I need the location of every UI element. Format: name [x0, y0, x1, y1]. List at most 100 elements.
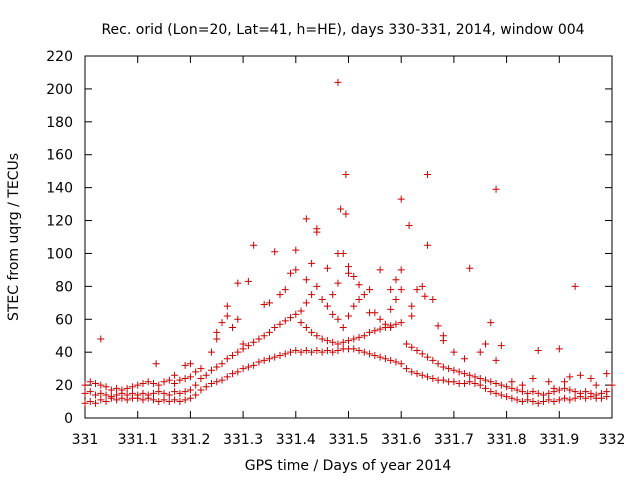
data-point — [342, 210, 350, 218]
data-point — [392, 358, 400, 366]
data-point — [81, 381, 89, 389]
data-point — [223, 302, 231, 310]
data-point — [176, 376, 184, 384]
x-tick-label: 331.3 — [223, 432, 263, 448]
data-point — [276, 351, 284, 359]
data-point — [355, 281, 363, 289]
data-point — [513, 396, 521, 404]
data-point — [97, 381, 105, 389]
data-point — [229, 370, 237, 378]
data-point — [313, 282, 321, 290]
data-point — [292, 266, 300, 274]
data-point — [360, 348, 368, 356]
y-tick-label: 220 — [46, 49, 73, 65]
data-point — [308, 328, 316, 336]
data-point — [171, 379, 179, 387]
data-point — [144, 378, 152, 386]
data-point — [97, 396, 105, 404]
data-point — [492, 389, 500, 397]
data-point — [334, 347, 342, 355]
data-point — [107, 386, 115, 394]
data-point — [355, 333, 363, 341]
y-tick-label: 200 — [46, 82, 73, 98]
data-point — [134, 381, 142, 389]
data-point — [350, 302, 358, 310]
data-point — [160, 389, 168, 397]
data-point — [582, 388, 590, 396]
data-point — [97, 335, 105, 343]
data-point — [318, 296, 326, 304]
x-axis-title: GPS time / Days of year 2014 — [245, 458, 452, 474]
data-point — [155, 388, 163, 396]
data-point — [439, 363, 447, 371]
data-point — [302, 347, 310, 355]
data-point — [329, 291, 337, 299]
data-point — [350, 345, 358, 353]
data-point — [503, 393, 511, 401]
data-point — [313, 347, 321, 355]
data-point — [271, 353, 279, 361]
data-point — [250, 338, 258, 346]
data-point — [387, 356, 395, 364]
data-point — [165, 398, 173, 406]
data-point — [545, 378, 553, 386]
data-point — [113, 384, 121, 392]
data-point — [508, 384, 516, 392]
data-point — [213, 363, 221, 371]
data-point — [255, 335, 263, 343]
data-point — [318, 348, 326, 356]
data-point — [186, 394, 194, 402]
data-point — [271, 324, 279, 331]
data-point — [503, 383, 511, 391]
data-point — [239, 340, 247, 348]
data-point — [165, 376, 173, 384]
data-point — [292, 246, 300, 254]
data-point — [113, 391, 121, 399]
data-point — [197, 375, 205, 383]
data-point — [539, 391, 547, 399]
data-point — [366, 350, 374, 358]
data-point — [297, 348, 305, 356]
data-point — [397, 195, 405, 203]
data-point — [292, 347, 300, 355]
data-point — [376, 266, 384, 274]
data-point — [308, 291, 316, 299]
data-point — [329, 310, 337, 318]
data-point — [192, 391, 200, 399]
data-point — [123, 384, 131, 392]
data-point — [302, 215, 310, 223]
data-point — [366, 328, 374, 336]
data-point — [192, 381, 200, 389]
data-point — [429, 375, 437, 383]
data-point — [139, 396, 147, 404]
data-point — [250, 361, 258, 369]
x-tick-label: 331.4 — [276, 432, 316, 448]
data-point — [260, 356, 268, 364]
data-point — [534, 347, 542, 355]
data-point — [176, 389, 184, 397]
data-point — [566, 386, 574, 394]
x-tick-label: 331.5 — [328, 432, 368, 448]
data-point — [234, 368, 242, 376]
data-point — [287, 314, 295, 322]
data-point — [576, 371, 584, 379]
data-point — [139, 379, 147, 387]
data-point — [276, 320, 284, 328]
data-point — [234, 348, 242, 356]
data-point — [345, 337, 352, 345]
data-point — [342, 170, 350, 178]
x-tick-label: 331.6 — [381, 432, 421, 448]
data-point — [197, 386, 205, 394]
data-point — [434, 360, 442, 368]
data-point — [376, 315, 384, 323]
data-point — [508, 378, 516, 386]
data-point — [397, 286, 405, 294]
data-point — [603, 370, 611, 378]
data-point — [139, 389, 147, 397]
data-point — [413, 370, 421, 378]
data-point — [86, 378, 94, 386]
x-axis-ticks: 331 331.1 331.2 331.3 331.4 331.5 331.6 331.7 33… — [72, 56, 625, 448]
data-point — [555, 396, 563, 404]
data-point — [207, 379, 215, 387]
data-point — [402, 340, 410, 348]
